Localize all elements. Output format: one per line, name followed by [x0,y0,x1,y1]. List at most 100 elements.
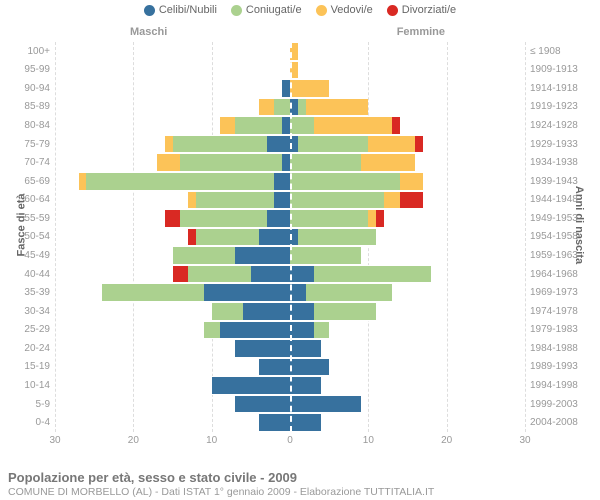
birth-year-label: 1954-1958 [530,231,595,242]
female-bar [290,209,525,228]
segment-coniugati [306,283,392,302]
age-label: 10-14 [10,380,50,391]
age-label: 25-29 [10,324,50,335]
segment-celibi [290,321,314,340]
segment-celibi [235,395,290,414]
celibi-swatch [144,5,155,16]
x-tick: 0 [287,435,293,446]
age-label: 15-19 [10,361,50,372]
female-bar [290,265,525,284]
segment-coniugati [235,116,282,135]
male-bar [55,283,290,302]
divorziati-swatch [387,5,398,16]
segment-coniugati [196,191,274,210]
segment-vedovi [259,98,275,117]
male-bar [55,79,290,98]
gender-header-male: Maschi [130,26,167,38]
age-label: 80-84 [10,120,50,131]
male-bar [55,116,290,135]
age-label: 55-59 [10,213,50,224]
segment-vedovi [220,116,236,135]
birth-year-label: 1909-1913 [530,64,595,75]
birth-year-label: 1974-1978 [530,306,595,317]
x-axis: 3020100102030 [55,435,525,449]
male-bar [55,321,290,340]
segment-coniugati [212,302,243,321]
male-bar [55,61,290,80]
segment-vedovi [361,153,416,172]
segment-vedovi [79,172,87,191]
age-label: 20-24 [10,343,50,354]
legend-label: Celibi/Nubili [159,4,217,16]
coniugati-swatch [231,5,242,16]
segment-vedovi [400,172,424,191]
segment-celibi [274,191,290,210]
birth-year-label: 1939-1943 [530,176,595,187]
age-label: 40-44 [10,269,50,280]
legend-item-celibi: Celibi/Nubili [144,4,217,16]
caption-subtitle: COMUNE DI MORBELLO (AL) - Dati ISTAT 1° … [8,486,592,498]
segment-celibi [235,339,290,358]
female-bar [290,395,525,414]
birth-year-label: 1949-1953 [530,213,595,224]
segment-celibi [290,283,306,302]
legend-label: Coniugati/e [246,4,302,16]
segment-celibi [290,395,361,414]
segment-vedovi [165,135,173,154]
gridline [525,42,526,432]
female-bar [290,358,525,377]
chart-container: Celibi/NubiliConiugati/eVedovi/eDivorzia… [0,4,600,500]
segment-divorziati [173,265,189,284]
vedovi-swatch [316,5,327,16]
pyramid-chart: 100+≤ 190895-991909-191390-941914-191885… [55,42,525,432]
birth-year-label: 1969-1973 [530,287,595,298]
caption-title: Popolazione per età, sesso e stato civil… [8,470,592,485]
segment-celibi [290,376,321,395]
segment-vedovi [314,116,392,135]
female-bar [290,61,525,80]
segment-divorziati [165,209,181,228]
female-bar [290,116,525,135]
birth-year-label: 1934-1938 [530,157,595,168]
segment-coniugati [204,321,220,340]
segment-celibi [235,246,290,265]
age-label: 0-4 [10,417,50,428]
legend-item-vedovi: Vedovi/e [316,4,373,16]
female-bar [290,42,525,61]
segment-vedovi [188,191,196,210]
segment-celibi [290,265,314,284]
segment-coniugati [290,191,384,210]
x-tick: 20 [441,435,452,446]
segment-celibi [267,209,291,228]
segment-celibi [259,228,290,247]
birth-year-label: 1914-1918 [530,83,595,94]
segment-divorziati [392,116,400,135]
male-bar [55,302,290,321]
age-label: 90-94 [10,83,50,94]
segment-celibi [290,413,321,432]
segment-coniugati [314,265,432,284]
segment-celibi [282,79,290,98]
age-label: 30-34 [10,306,50,317]
segment-coniugati [298,228,376,247]
caption: Popolazione per età, sesso e stato civil… [8,470,592,498]
segment-divorziati [376,209,384,228]
male-bar [55,339,290,358]
age-label: 75-79 [10,139,50,150]
segment-divorziati [400,191,424,210]
segment-coniugati [86,172,274,191]
birth-year-label: 1959-1963 [530,250,595,261]
female-bar [290,321,525,340]
segment-coniugati [102,283,204,302]
segment-coniugati [314,302,377,321]
female-bar [290,302,525,321]
male-bar [55,395,290,414]
birth-year-label: 1924-1928 [530,120,595,131]
segment-coniugati [173,246,236,265]
segment-celibi [220,321,291,340]
male-bar [55,265,290,284]
age-label: 50-54 [10,231,50,242]
female-bar [290,228,525,247]
birth-year-label: 1984-1988 [530,343,595,354]
male-bar [55,172,290,191]
